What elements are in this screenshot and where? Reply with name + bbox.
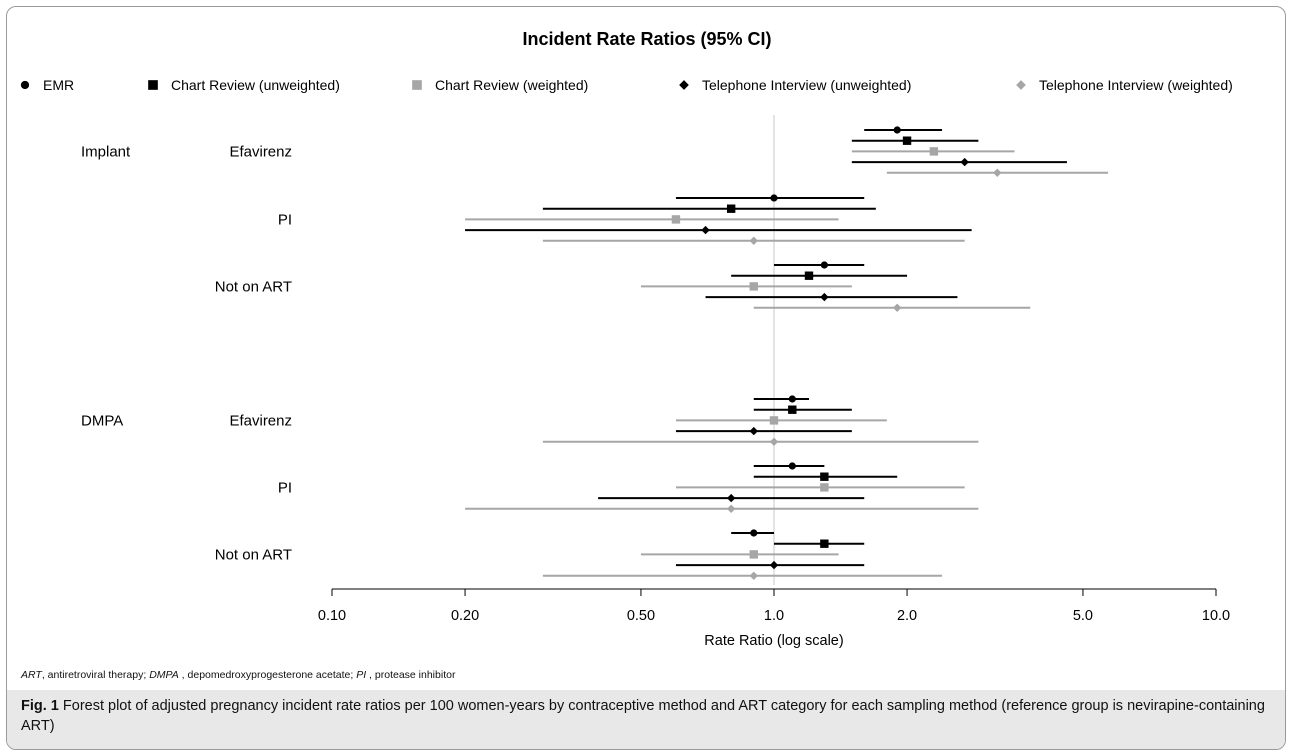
x-tick-label-5: 2.0 [897,608,917,624]
point-g1-s4 [960,157,969,167]
figure-frame: Incident Rate Ratios (95% CI) EMR Chart Re… [6,6,1286,750]
legend-label-3: Chart Review (weighted) [435,77,588,93]
point-g4-s4 [749,426,758,436]
figure-caption: Fig. 1 Forest plot of adjusted pregnancy… [21,696,1276,736]
legend-marker-1 [20,80,30,90]
footnote: ART, antiretroviral therapy; DMPA , depo… [21,669,455,681]
group-method-label-1: Implant [81,143,131,160]
x-tick-label-4: 1.0 [764,608,784,624]
x-axis-title: Rate Ratio (log scale) [704,633,843,649]
footnote-part-2: , antiretroviral therapy; [41,669,150,681]
group-art-label-4: Efavirenz [229,412,292,429]
forest-plot: Incident Rate Ratios (95% CI) EMR Chart Re… [20,29,1233,649]
caption-text: Forest plot of adjusted pregnancy incide… [21,698,1265,734]
point-g1-s2 [902,136,912,145]
point-g4-s2 [788,405,797,414]
point-g2-s4 [701,225,710,235]
point-g5-s3 [820,483,829,492]
point-g6-s5 [749,571,758,580]
x-tick-label-6: 5.0 [1073,608,1093,624]
caption-label: Fig. 1 [21,698,59,714]
point-g3-s1 [820,261,828,269]
point-g4-s3 [769,416,779,425]
legend-marker-4 [679,80,689,90]
point-g6-s2 [820,539,829,548]
footnote-part-3: DMPA [149,669,179,681]
chart-title: Incident Rate Ratios (95% CI) [522,29,771,49]
x-tick-label-3: 0.50 [627,608,655,624]
legend-marker-2 [148,80,158,90]
point-g5-s1 [788,462,796,470]
x-tick-label-7: 10.0 [1202,608,1230,624]
x-tick-label-1: 0.10 [318,608,346,624]
point-g5-s4 [726,493,736,503]
legend-marker-3 [412,80,422,90]
point-g3-s5 [893,303,902,312]
footnote-part-5: PI [356,669,367,681]
footnote-part-1: ART [21,669,42,681]
point-g4-s1 [788,395,796,403]
group-art-label-1: Efavirenz [229,143,292,160]
group-art-label-5: PI [278,479,292,496]
point-g3-s4 [820,292,829,302]
point-g2-s3 [671,215,681,224]
point-g5-s2 [820,472,829,481]
x-tick-label-2: 0.20 [451,608,479,624]
point-g2-s5 [749,236,758,245]
point-g4-s5 [769,437,779,446]
point-g1-s5 [993,168,1002,177]
point-g6-s1 [750,529,758,537]
point-g6-s3 [749,550,758,559]
legend-label-2: Chart Review (unweighted) [171,77,340,93]
footnote-part-4: , depomedroxyprogesterone acetate; [178,669,357,681]
point-g2-s1 [770,194,778,202]
footnote-part-6: , protease inhibitor [366,669,456,681]
group-art-label-3: Not on ART [215,278,292,295]
point-g1-s1 [893,126,901,134]
point-g3-s2 [804,271,814,280]
point-g6-s4 [769,560,779,570]
group-art-label-2: PI [278,211,292,228]
legend-label-5: Telephone Interview (weighted) [1039,77,1233,93]
legend-label-1: EMR [43,77,74,93]
point-g5-s5 [726,504,736,513]
point-g3-s3 [749,282,758,291]
legend-label-4: Telephone Interview (unweighted) [702,77,911,93]
point-g1-s3 [929,147,939,156]
legend-marker-5 [1016,80,1026,90]
caption-bar: Fig. 1 Forest plot of adjusted pregnancy… [7,690,1285,749]
group-method-label-4: DMPA [81,412,123,429]
point-g2-s2 [726,204,736,213]
group-art-label-6: Not on ART [215,546,292,563]
